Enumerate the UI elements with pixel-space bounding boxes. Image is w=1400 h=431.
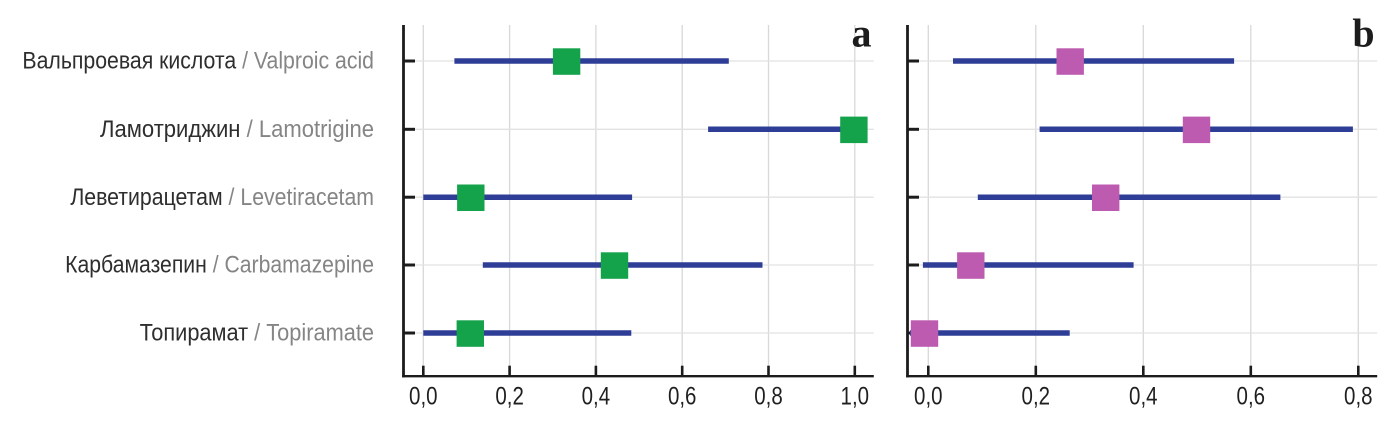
svg-text:Вальпроевая кислота / Valproic: Вальпроевая кислота / Valproic acid <box>22 46 374 74</box>
svg-text:0,4: 0,4 <box>1129 382 1158 410</box>
svg-text:Карбамазепин / Carbamazepine: Карбамазепин / Carbamazepine <box>65 251 374 278</box>
svg-text:0,6: 0,6 <box>1237 382 1265 410</box>
svg-text:a: a <box>852 11 872 56</box>
svg-text:Ламотриджин / Lamotrigine: Ламотриджин / Lamotrigine <box>100 115 374 142</box>
svg-text:0,8: 0,8 <box>1344 382 1372 410</box>
svg-text:0,8: 0,8 <box>754 382 782 410</box>
svg-text:0,2: 0,2 <box>1022 382 1050 410</box>
svg-text:0,2: 0,2 <box>495 382 523 410</box>
svg-text:1,0: 1,0 <box>841 382 869 410</box>
svg-text:Топирамат / Topiramate: Топирамат / Topiramate <box>140 319 374 346</box>
svg-text:0,6: 0,6 <box>668 382 696 410</box>
svg-text:0,0: 0,0 <box>409 382 437 410</box>
svg-text:Леветирацетам / Levetiracetam: Леветирацетам / Levetiracetam <box>70 183 374 211</box>
svg-text:b: b <box>1352 11 1374 56</box>
svg-text:0,0: 0,0 <box>914 382 942 410</box>
svg-text:0,4: 0,4 <box>582 382 611 410</box>
